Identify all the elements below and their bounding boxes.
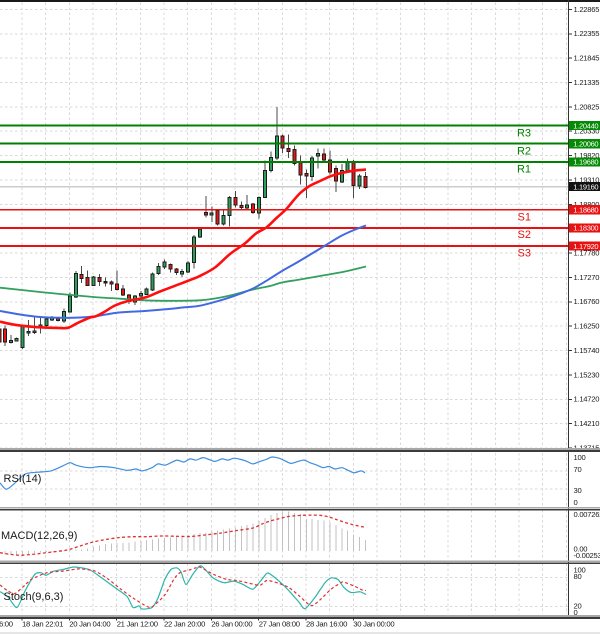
svg-text:1.19310: 1.19310 bbox=[574, 175, 600, 184]
svg-text:RSI(14): RSI(14) bbox=[4, 473, 42, 485]
svg-text:1.19820: 1.19820 bbox=[574, 151, 600, 160]
svg-text:0: 0 bbox=[574, 498, 578, 507]
svg-text:1.14720: 1.14720 bbox=[574, 395, 600, 404]
svg-text:1.18680: 1.18680 bbox=[573, 206, 598, 215]
svg-text:1.13715: 1.13715 bbox=[574, 444, 600, 453]
svg-text:1.17270: 1.17270 bbox=[574, 273, 600, 282]
svg-text:1.20060: 1.20060 bbox=[573, 140, 598, 149]
svg-text:0: 0 bbox=[574, 608, 578, 617]
svg-text:1.19160: 1.19160 bbox=[573, 182, 598, 191]
svg-text:1.14210: 1.14210 bbox=[574, 419, 600, 428]
svg-text:1.22865: 1.22865 bbox=[574, 5, 600, 14]
svg-text:1.16760: 1.16760 bbox=[574, 297, 600, 306]
svg-text:1.18300: 1.18300 bbox=[573, 224, 598, 233]
svg-text:1.15230: 1.15230 bbox=[574, 370, 600, 379]
svg-text:0.007262: 0.007262 bbox=[574, 510, 600, 519]
svg-text:80: 80 bbox=[574, 572, 582, 581]
svg-text:18 Jan 22:01: 18 Jan 22:01 bbox=[22, 620, 63, 629]
svg-text:-0.002533: -0.002533 bbox=[574, 551, 600, 560]
svg-text:1.15740: 1.15740 bbox=[574, 346, 600, 355]
svg-text:1.17780: 1.17780 bbox=[574, 249, 600, 258]
svg-text:100: 100 bbox=[574, 565, 586, 574]
svg-text:R1: R1 bbox=[517, 163, 531, 175]
svg-text:S1: S1 bbox=[518, 212, 531, 224]
svg-text:1.20330: 1.20330 bbox=[574, 127, 600, 136]
svg-text:30: 30 bbox=[574, 486, 582, 495]
svg-text:MACD(12,26,9): MACD(12,26,9) bbox=[1, 530, 77, 542]
svg-text:1.20825: 1.20825 bbox=[574, 102, 600, 111]
svg-text:1.18800: 1.18800 bbox=[574, 200, 600, 209]
svg-text:S2: S2 bbox=[518, 229, 531, 241]
svg-text:17 Jan 16:00: 17 Jan 16:00 bbox=[0, 620, 13, 629]
svg-text:20: 20 bbox=[574, 602, 582, 611]
svg-text:1.17920: 1.17920 bbox=[573, 242, 598, 251]
svg-text:1.20440: 1.20440 bbox=[573, 121, 598, 130]
svg-text:1.21845: 1.21845 bbox=[574, 54, 600, 63]
svg-text:0.00: 0.00 bbox=[574, 545, 588, 554]
svg-text:26 Jan 00:00: 26 Jan 00:00 bbox=[211, 620, 252, 629]
svg-text:R3: R3 bbox=[517, 128, 531, 140]
svg-text:1.16250: 1.16250 bbox=[574, 322, 600, 331]
svg-text:27 Jan 08:00: 27 Jan 08:00 bbox=[259, 620, 300, 629]
svg-text:70: 70 bbox=[574, 465, 582, 474]
svg-text:1.19680: 1.19680 bbox=[573, 158, 598, 167]
svg-text:1.21335: 1.21335 bbox=[574, 78, 600, 87]
svg-text:30 Jan 00:00: 30 Jan 00:00 bbox=[353, 620, 394, 629]
svg-text:100: 100 bbox=[574, 453, 586, 462]
svg-text:1.22355: 1.22355 bbox=[574, 29, 600, 38]
svg-text:22 Jan 20:00: 22 Jan 20:00 bbox=[164, 620, 205, 629]
svg-text:S3: S3 bbox=[518, 247, 531, 259]
svg-text:21 Jan 12:00: 21 Jan 12:00 bbox=[117, 620, 158, 629]
svg-text:20 Jan 04:00: 20 Jan 04:00 bbox=[69, 620, 110, 629]
svg-text:R2: R2 bbox=[517, 146, 531, 158]
svg-text:28 Jan 16:00: 28 Jan 16:00 bbox=[306, 620, 347, 629]
svg-text:Stoch(9,6,3): Stoch(9,6,3) bbox=[4, 591, 64, 603]
